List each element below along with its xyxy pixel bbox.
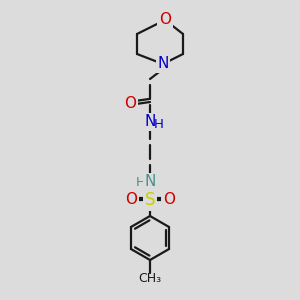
Text: S: S bbox=[145, 191, 155, 209]
Text: O: O bbox=[125, 193, 137, 208]
Text: N: N bbox=[144, 175, 156, 190]
Text: N: N bbox=[144, 115, 156, 130]
Text: O: O bbox=[159, 13, 171, 28]
Text: H: H bbox=[154, 118, 164, 131]
Text: H: H bbox=[136, 176, 146, 190]
Text: O: O bbox=[124, 95, 136, 110]
Text: O: O bbox=[163, 193, 175, 208]
Text: N: N bbox=[157, 56, 169, 71]
Text: CH₃: CH₃ bbox=[138, 272, 162, 286]
